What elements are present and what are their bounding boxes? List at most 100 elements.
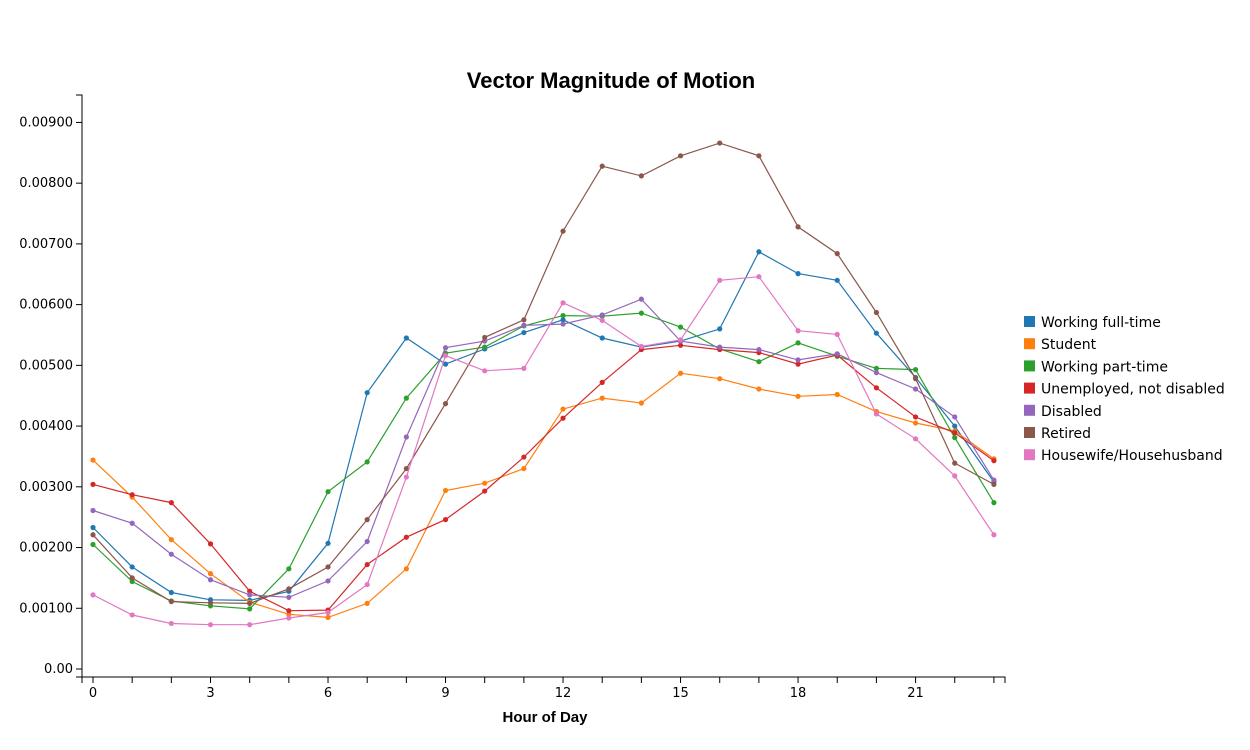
data-point — [873, 411, 880, 417]
data-point — [286, 594, 292, 600]
data-point — [560, 321, 566, 327]
y-tick-label: 0.00500 — [19, 358, 73, 373]
data-point — [129, 612, 135, 618]
data-point — [286, 615, 292, 621]
data-point — [364, 390, 370, 396]
data-point — [912, 414, 919, 420]
x-tick-label: 15 — [672, 686, 689, 701]
series-working-full-time — [90, 249, 997, 603]
legend-label-working-full-time: Working full-time — [1041, 315, 1161, 331]
data-point — [90, 532, 96, 538]
data-point — [403, 465, 409, 472]
data-point — [129, 520, 135, 526]
data-point — [286, 586, 292, 592]
data-point — [599, 163, 605, 169]
series-line-retired — [92, 142, 995, 605]
data-point — [560, 415, 566, 421]
data-point — [207, 577, 214, 583]
data-point — [873, 365, 880, 371]
data-point — [795, 393, 801, 399]
data-point — [286, 611, 292, 617]
legend-label-housewife-househusband: Housewife/Househusband — [1041, 448, 1223, 464]
data-point — [677, 342, 684, 348]
y-tick-label: 0.00 — [44, 662, 73, 677]
data-point — [991, 481, 997, 487]
data-point — [834, 251, 840, 257]
data-point — [677, 324, 684, 330]
data-point — [873, 330, 880, 336]
data-point — [364, 581, 370, 588]
legend-swatch-working-full-time — [1024, 316, 1035, 327]
data-point — [717, 376, 723, 382]
x-tick-label: 0 — [89, 686, 97, 701]
data-point — [129, 564, 135, 570]
x-tick-label: 21 — [907, 686, 924, 701]
series-retired — [90, 140, 997, 607]
data-point — [560, 312, 566, 319]
legend-swatch-housewife-househusband — [1024, 449, 1035, 461]
data-point — [442, 361, 449, 367]
data-point — [325, 540, 331, 546]
data-point — [677, 337, 684, 343]
data-point — [952, 460, 958, 466]
data-point — [756, 153, 762, 159]
data-point — [717, 277, 723, 283]
data-point — [834, 351, 840, 357]
data-point — [912, 436, 919, 442]
x-axis-label: Hour of Day — [502, 709, 588, 726]
data-point — [364, 600, 370, 607]
data-point — [325, 578, 331, 584]
data-point — [364, 517, 370, 523]
data-point — [599, 395, 605, 401]
data-point — [207, 541, 214, 547]
data-point — [756, 386, 762, 392]
y-tick-label: 0.00700 — [19, 237, 73, 252]
data-point — [952, 423, 958, 429]
series-housewife-househusband — [90, 274, 997, 628]
data-point — [403, 566, 409, 572]
data-point — [952, 430, 958, 436]
data-point — [912, 386, 919, 392]
series-line-working-part-time — [92, 312, 995, 610]
data-point — [168, 499, 174, 506]
data-point — [442, 401, 449, 407]
data-point — [638, 296, 644, 302]
data-point — [168, 551, 174, 557]
series-disabled — [90, 296, 997, 600]
data-point — [482, 480, 488, 486]
data-point — [403, 395, 409, 401]
x-tick-label: 3 — [206, 686, 214, 701]
x-tick-label: 9 — [441, 686, 449, 701]
data-point — [560, 317, 566, 323]
data-point — [795, 361, 801, 367]
data-point — [599, 317, 605, 324]
series-unemployed-not-disabled — [90, 342, 997, 614]
data-point — [952, 473, 958, 479]
data-point — [168, 589, 174, 596]
data-point — [599, 312, 605, 318]
data-point — [717, 140, 723, 146]
data-point — [991, 499, 997, 506]
data-point — [560, 300, 566, 306]
data-point — [364, 561, 370, 568]
legend-label-unemployed-not-disabled: Unemployed, not disabled — [1041, 382, 1225, 398]
data-point — [129, 492, 135, 498]
data-point — [403, 335, 409, 341]
data-point — [873, 385, 880, 391]
legend-swatch-working-part-time — [1024, 360, 1035, 372]
data-point — [442, 487, 449, 494]
chart-title: Vector Magnitude of Motion — [467, 68, 755, 93]
legend-swatch-unemployed-not-disabled — [1024, 382, 1035, 394]
y-tick-label: 0.00800 — [19, 176, 73, 191]
data-point — [991, 458, 997, 464]
data-point — [482, 344, 488, 350]
data-point — [207, 600, 214, 606]
data-point — [286, 566, 292, 572]
data-point — [873, 309, 880, 316]
legend-swatch-retired — [1024, 427, 1035, 438]
x-tick-label: 6 — [324, 686, 332, 701]
data-point — [90, 592, 96, 598]
data-point — [638, 310, 644, 316]
data-point — [795, 271, 801, 277]
data-point — [521, 317, 527, 323]
